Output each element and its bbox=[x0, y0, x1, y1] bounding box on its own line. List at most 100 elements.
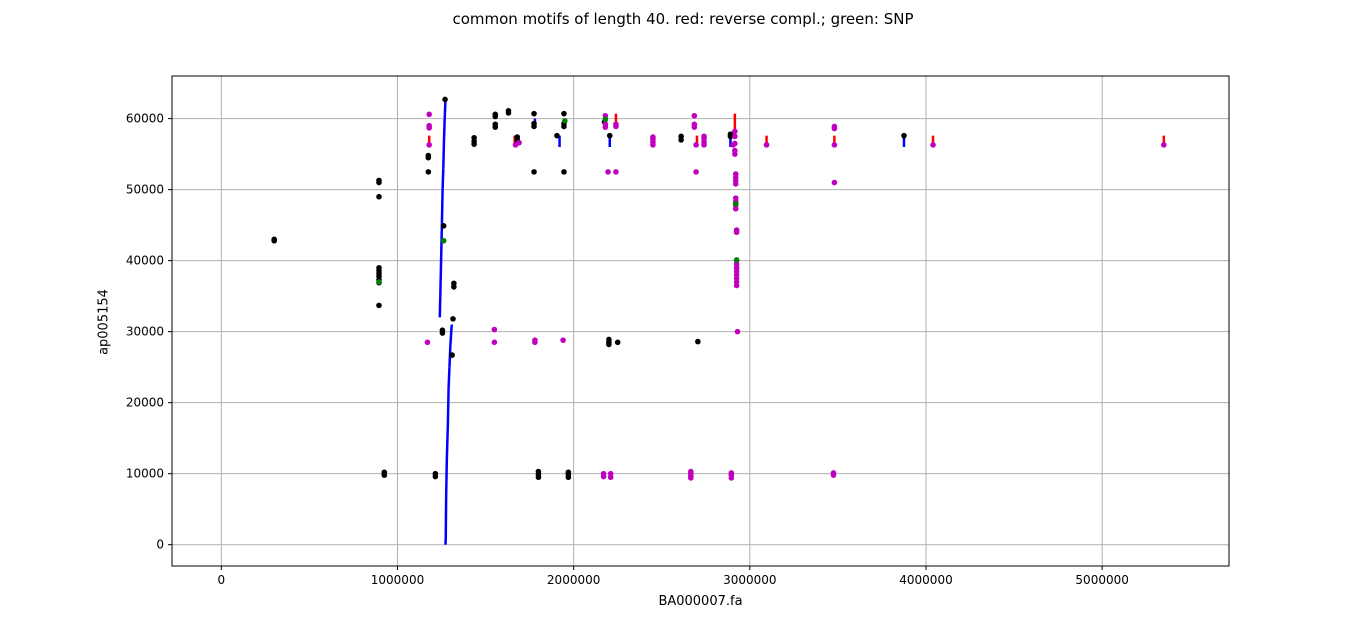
x-tick-label: 5000000 bbox=[1075, 573, 1128, 587]
motif-point bbox=[693, 142, 699, 148]
x-tick-label: 3000000 bbox=[723, 573, 776, 587]
motif-point bbox=[691, 112, 698, 119]
motif-point bbox=[688, 468, 694, 475]
motif-segment bbox=[441, 168, 445, 190]
motif-segment bbox=[445, 423, 450, 460]
x-tick-label: 0 bbox=[218, 573, 226, 587]
motif-point bbox=[492, 121, 499, 128]
motif-point bbox=[440, 237, 447, 244]
motif-point bbox=[678, 133, 684, 140]
motif-point bbox=[514, 134, 521, 140]
motif-point bbox=[1161, 142, 1167, 148]
motif-point bbox=[734, 328, 741, 335]
x-tick-label: 2000000 bbox=[547, 573, 600, 587]
motif-point bbox=[691, 121, 698, 128]
motif-point bbox=[733, 227, 740, 233]
motif-segment bbox=[438, 296, 442, 318]
motif-point bbox=[561, 110, 567, 117]
motif-point bbox=[376, 193, 382, 200]
motif-point bbox=[439, 327, 446, 334]
motif-point bbox=[535, 468, 542, 475]
motif-segment bbox=[442, 118, 446, 140]
motif-segment bbox=[443, 100, 447, 119]
motif-point bbox=[831, 179, 838, 186]
motif-segment bbox=[444, 459, 449, 499]
motif-point bbox=[426, 111, 433, 118]
motif-point bbox=[450, 316, 456, 322]
x-tick-label: 1000000 bbox=[371, 573, 424, 587]
axis-ticks: 0 1000000 2000000 3000000 4000000 5000000 0 100… bbox=[126, 112, 1129, 587]
motif-point bbox=[701, 133, 707, 140]
motif-segment bbox=[446, 388, 450, 424]
motif-point bbox=[732, 128, 738, 135]
motif-point bbox=[613, 169, 619, 175]
motif-point bbox=[376, 279, 382, 285]
motif-point bbox=[425, 152, 432, 159]
y-axis-label: ap005154 bbox=[96, 289, 112, 355]
motif-point bbox=[531, 110, 537, 117]
motif-point bbox=[471, 134, 477, 141]
motif-point bbox=[732, 147, 738, 154]
motif-point bbox=[930, 142, 936, 148]
y-tick-label: 20000 bbox=[126, 396, 164, 410]
motif-point bbox=[491, 339, 498, 346]
motif-point bbox=[606, 132, 613, 139]
motif-point bbox=[901, 132, 907, 139]
x-axis-label: BA000007.fa bbox=[658, 594, 743, 609]
motif-point bbox=[554, 132, 560, 139]
motif-point bbox=[440, 223, 447, 229]
motif-point bbox=[733, 257, 740, 263]
motif-point bbox=[432, 470, 439, 477]
motif-point bbox=[560, 337, 566, 343]
motif-point bbox=[426, 122, 433, 129]
motif-point bbox=[532, 337, 538, 343]
motif-point bbox=[650, 134, 656, 140]
motif-point bbox=[565, 469, 572, 476]
motif-point bbox=[732, 201, 739, 207]
motif-point bbox=[605, 169, 611, 175]
axes-frame bbox=[171, 75, 1230, 567]
motif-point bbox=[451, 280, 457, 287]
y-tick-label: 30000 bbox=[126, 325, 164, 339]
motif-point bbox=[607, 470, 614, 477]
motif-segment bbox=[447, 367, 451, 389]
motif-point bbox=[424, 339, 431, 346]
y-tick-label: 10000 bbox=[126, 467, 164, 481]
motif-point bbox=[531, 169, 537, 175]
motif-point bbox=[492, 111, 499, 118]
motif-point bbox=[491, 326, 498, 333]
motif-point bbox=[732, 140, 738, 147]
motif-point bbox=[732, 171, 739, 177]
chart-title: common motifs of length 40. red: reverse… bbox=[452, 10, 914, 28]
motif-point bbox=[381, 469, 388, 476]
motif-point bbox=[831, 142, 838, 148]
motif-point bbox=[449, 352, 455, 358]
motif-point bbox=[271, 236, 277, 243]
motif-point bbox=[732, 195, 739, 201]
x-tick-label: 4000000 bbox=[899, 573, 952, 587]
motif-point bbox=[727, 131, 734, 138]
motif-segment bbox=[439, 257, 443, 297]
motif-point bbox=[693, 169, 699, 175]
data-marks bbox=[271, 96, 1167, 545]
motif-point bbox=[830, 470, 837, 476]
motif-point bbox=[425, 169, 432, 175]
motif-point bbox=[505, 107, 512, 114]
motif-point bbox=[562, 117, 568, 124]
motif-point bbox=[426, 142, 433, 148]
y-tick-label: 50000 bbox=[126, 183, 164, 197]
motif-segment bbox=[442, 139, 446, 169]
motif-point bbox=[831, 123, 838, 130]
motif-segment bbox=[449, 324, 453, 346]
motif-point bbox=[613, 121, 619, 128]
motif-point bbox=[376, 302, 382, 309]
motif-point bbox=[614, 339, 621, 346]
motif-point bbox=[600, 470, 607, 477]
motif-point bbox=[516, 139, 522, 146]
y-tick-label: 60000 bbox=[126, 112, 164, 126]
motif-point bbox=[442, 96, 448, 103]
motif-point bbox=[606, 336, 612, 343]
motif-point bbox=[376, 177, 382, 184]
y-tick-label: 40000 bbox=[126, 254, 164, 268]
